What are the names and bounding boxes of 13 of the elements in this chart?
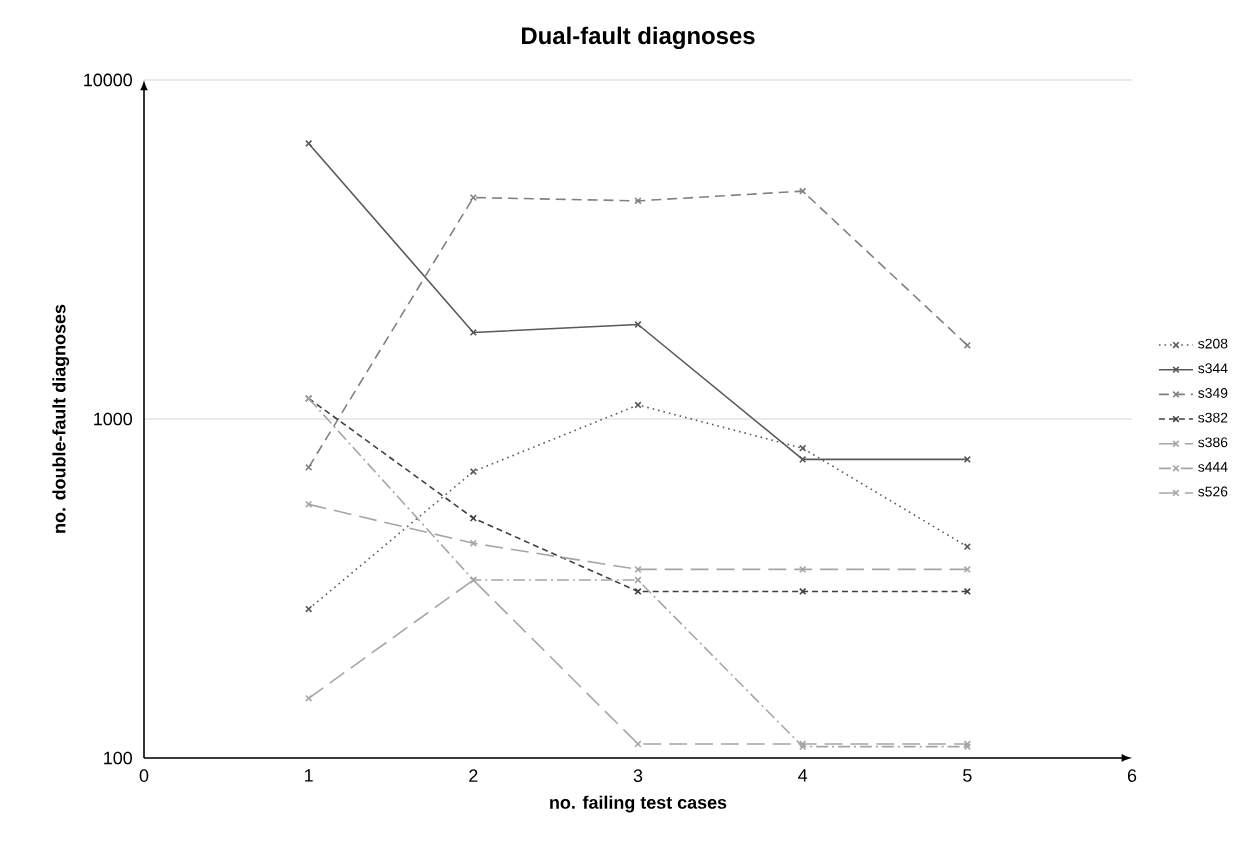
x-tick-label: 2 (469, 769, 478, 782)
y-axis-title: no. double-fault diagnoses (52, 304, 70, 533)
x-tick-label: 5 (963, 769, 972, 782)
chart-title: Dual-fault diagnoses (522, 26, 755, 50)
x-tick-label: 1 (305, 769, 313, 782)
y-tick-label: 1000 (94, 412, 133, 426)
x-tick-label: 0 (139, 769, 149, 782)
x-axis-title: no. failing test cases (550, 795, 727, 813)
y-tick-label: 10000 (84, 73, 133, 87)
y-tick-label: 100 (104, 751, 133, 765)
x-tick-label: 3 (633, 769, 643, 782)
x-tick-label: 6 (1127, 769, 1137, 782)
x-tick-label: 4 (798, 769, 808, 782)
